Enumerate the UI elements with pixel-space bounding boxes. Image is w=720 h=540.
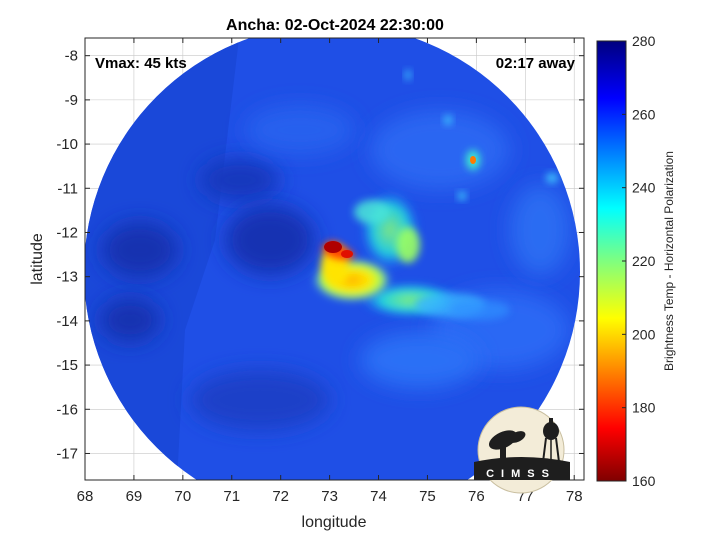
- axes-frame: [84, 37, 585, 481]
- x-tick-label: 78: [566, 488, 583, 505]
- x-tick-label: 71: [223, 488, 240, 505]
- colorbar: 160 180 200 220 240 260 280 Brightness Temp - …: [596, 33, 676, 489]
- y-tick-label: -17: [56, 445, 78, 462]
- cimss-logo: CIMSS: [474, 406, 570, 494]
- y-tick-label: -13: [56, 269, 78, 286]
- colorbar-tick-label: 240: [632, 180, 656, 196]
- colorbar-tick-label: 180: [632, 400, 656, 416]
- y-tick-label: -16: [56, 401, 78, 418]
- colorbar-tick-label: 200: [632, 326, 656, 342]
- x-tick-label: 68: [77, 488, 94, 505]
- colorbar-ticks: 160 180 200 220 240 260 280: [622, 33, 656, 489]
- x-tick-label: 74: [370, 488, 387, 505]
- y-tick-label: -10: [56, 136, 78, 153]
- y-tick-label: -12: [56, 224, 78, 241]
- cimss-logo-text: CIMSS: [486, 468, 556, 480]
- y-axis-label: latitude: [29, 233, 46, 285]
- satellite-dish-icon: [488, 430, 526, 460]
- y-tick-label: -9: [65, 92, 78, 109]
- vmax-label: Vmax: 45 kts: [95, 55, 187, 72]
- y-tick-label: -15: [56, 357, 78, 374]
- x-axis-label: longitude: [302, 514, 367, 531]
- x-tick-label: 70: [174, 488, 191, 505]
- x-tick-label: 72: [272, 488, 289, 505]
- y-tick-label: -14: [56, 313, 78, 330]
- swath-seam-region: [85, 38, 240, 480]
- colorbar-gradient: [596, 40, 627, 482]
- swath-imagery: [85, 38, 580, 480]
- water-tower-icon: [542, 418, 560, 463]
- colorbar-tick-label: 220: [632, 253, 656, 269]
- colorbar-label: Brightness Temp - Horizontal Polarizatio…: [662, 151, 676, 371]
- figure-title: Ancha: 02-Oct-2024 22:30:00: [226, 17, 444, 34]
- colorbar-tick-label: 160: [632, 473, 656, 489]
- y-tick-label: -8: [65, 48, 78, 65]
- x-tick-label: 75: [419, 488, 436, 505]
- axes-ticks: 68 69 70 71 72 73 74 75 76 77 78-8-9-10-11-12-13-1…: [56, 38, 584, 505]
- colorbar-tick-label: 280: [632, 33, 656, 49]
- colorbar-tick-label: 260: [632, 106, 656, 122]
- storm-warm-core: [324, 241, 342, 253]
- x-tick-label: 76: [468, 488, 485, 505]
- time-away-label: 02:17 away: [496, 55, 576, 72]
- y-tick-label: -11: [57, 180, 78, 197]
- x-tick-label: 73: [321, 488, 338, 505]
- x-tick-label: 69: [126, 488, 143, 505]
